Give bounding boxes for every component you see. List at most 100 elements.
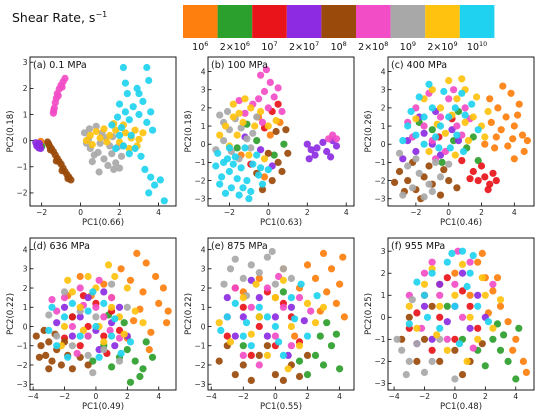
point-s8-7 bbox=[255, 171, 263, 179]
point-s3-5 bbox=[84, 294, 92, 302]
point-s3-10 bbox=[257, 146, 265, 154]
point-s7-2 bbox=[92, 127, 100, 136]
point-s7-0 bbox=[76, 303, 84, 311]
point-s5-15 bbox=[241, 109, 249, 117]
x-tick-label: −2 bbox=[419, 392, 430, 401]
point-s4-13 bbox=[46, 146, 55, 154]
point-s7-5 bbox=[233, 131, 241, 139]
point-s2-9 bbox=[413, 309, 421, 317]
x-axis-label: PC1(0.55) bbox=[260, 402, 302, 412]
point-s4-9 bbox=[478, 340, 486, 348]
legend-swatch-7 bbox=[425, 5, 460, 38]
point-s4-3 bbox=[258, 186, 267, 194]
point-s8-14 bbox=[423, 313, 432, 321]
y-axis-label: PC2(0.22) bbox=[6, 293, 16, 335]
y-tick-label: 1 bbox=[201, 303, 206, 312]
point-s6-0 bbox=[53, 332, 61, 340]
panel-c: (c) 400 MPa −2 0 2 4 −3 −2 −1 0 1 2 3 4 PC1(0.46) PC2(… bbox=[364, 56, 535, 228]
point-s4-5 bbox=[247, 376, 255, 384]
point-s6-20 bbox=[95, 168, 103, 176]
point-s7-4 bbox=[247, 104, 255, 112]
point-s8-21 bbox=[459, 147, 468, 156]
point-s8-0 bbox=[108, 121, 116, 129]
point-s3-9 bbox=[327, 153, 335, 161]
point-s8-11 bbox=[217, 326, 225, 334]
panel-title: (e) 875 MPa bbox=[211, 241, 268, 252]
point-s6-11 bbox=[92, 122, 100, 130]
point-s6-3 bbox=[420, 368, 429, 376]
x-axis-label: PC1(0.63) bbox=[260, 218, 302, 228]
point-s7-18 bbox=[103, 138, 111, 146]
point-s0-6 bbox=[504, 318, 512, 326]
point-s1-0 bbox=[253, 137, 261, 145]
point-s5-13 bbox=[325, 135, 333, 143]
point-s8-5 bbox=[451, 302, 459, 310]
point-s1-0 bbox=[489, 335, 497, 343]
point-s7-1 bbox=[86, 131, 94, 139]
point-s4-1 bbox=[420, 335, 429, 343]
point-s1-2 bbox=[504, 357, 512, 365]
point-s0-10 bbox=[520, 147, 528, 156]
point-s2-5 bbox=[247, 351, 255, 359]
point-s8-0 bbox=[412, 131, 420, 139]
point-s6-4 bbox=[239, 274, 247, 282]
point-s0-4 bbox=[332, 299, 340, 307]
x-tick-label: 4 bbox=[337, 392, 342, 401]
point-s6-4 bbox=[409, 184, 417, 192]
point-s6-9 bbox=[402, 371, 410, 379]
point-s8-12 bbox=[126, 338, 135, 346]
points bbox=[393, 247, 531, 383]
y-tick-label: −2 bbox=[16, 189, 27, 198]
point-s8-27 bbox=[143, 118, 151, 126]
point-s3-0 bbox=[420, 302, 429, 310]
point-s8-16 bbox=[233, 175, 241, 183]
y-tick-label: 1 bbox=[381, 122, 386, 131]
point-s0-13 bbox=[487, 118, 495, 126]
legend-swatch-4 bbox=[321, 5, 356, 38]
point-s4-0 bbox=[264, 149, 272, 157]
point-s2-2 bbox=[100, 332, 108, 340]
point-s8-2 bbox=[225, 167, 233, 176]
point-s7-2 bbox=[108, 303, 116, 311]
point-s8-6 bbox=[404, 122, 412, 130]
point-s3-1 bbox=[412, 147, 420, 156]
point-s3-6 bbox=[263, 332, 271, 340]
point-s5-11 bbox=[275, 272, 283, 281]
point-s0-2 bbox=[336, 280, 344, 288]
point-s6-5 bbox=[393, 335, 401, 343]
point-s0-5 bbox=[340, 313, 348, 321]
point-s0-2 bbox=[152, 272, 160, 281]
point-s7-4 bbox=[481, 291, 489, 299]
point-s6-13 bbox=[253, 113, 261, 121]
point-s2-7 bbox=[443, 274, 451, 282]
point-s8-5 bbox=[243, 177, 251, 185]
point-s1-1 bbox=[496, 346, 505, 354]
point-s6-5 bbox=[220, 137, 228, 145]
point-s0-9 bbox=[255, 274, 263, 282]
point-s7-11 bbox=[484, 107, 492, 116]
point-s8-1 bbox=[76, 332, 84, 340]
point-s8-12 bbox=[446, 144, 454, 152]
point-s5-4 bbox=[428, 258, 436, 266]
point-s8-6 bbox=[474, 302, 482, 310]
point-s6-5 bbox=[420, 193, 428, 201]
point-s8-9 bbox=[227, 184, 235, 192]
x-tick-label: 2 bbox=[125, 392, 130, 401]
point-s8-12 bbox=[212, 162, 220, 170]
point-s8-11 bbox=[137, 152, 145, 160]
point-s8-13 bbox=[432, 133, 440, 141]
point-s7-5 bbox=[469, 113, 477, 121]
point-s7-18 bbox=[481, 133, 489, 141]
y-tick-label: −1 bbox=[194, 342, 205, 351]
plot-frame bbox=[29, 56, 177, 207]
point-s0-0 bbox=[133, 249, 141, 257]
point-s7-4 bbox=[100, 125, 108, 133]
point-s7-0 bbox=[239, 294, 247, 302]
x-tick-label: 4 bbox=[344, 208, 349, 217]
point-s8-1 bbox=[420, 113, 428, 121]
point-s7-13 bbox=[458, 75, 466, 83]
y-tick-label: 3 bbox=[381, 247, 386, 256]
point-s8-0 bbox=[214, 149, 222, 157]
point-s5-9 bbox=[50, 107, 58, 115]
point-s0-10 bbox=[478, 249, 486, 257]
